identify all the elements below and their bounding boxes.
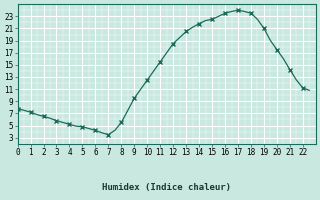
X-axis label: Humidex (Indice chaleur): Humidex (Indice chaleur) (102, 183, 231, 192)
